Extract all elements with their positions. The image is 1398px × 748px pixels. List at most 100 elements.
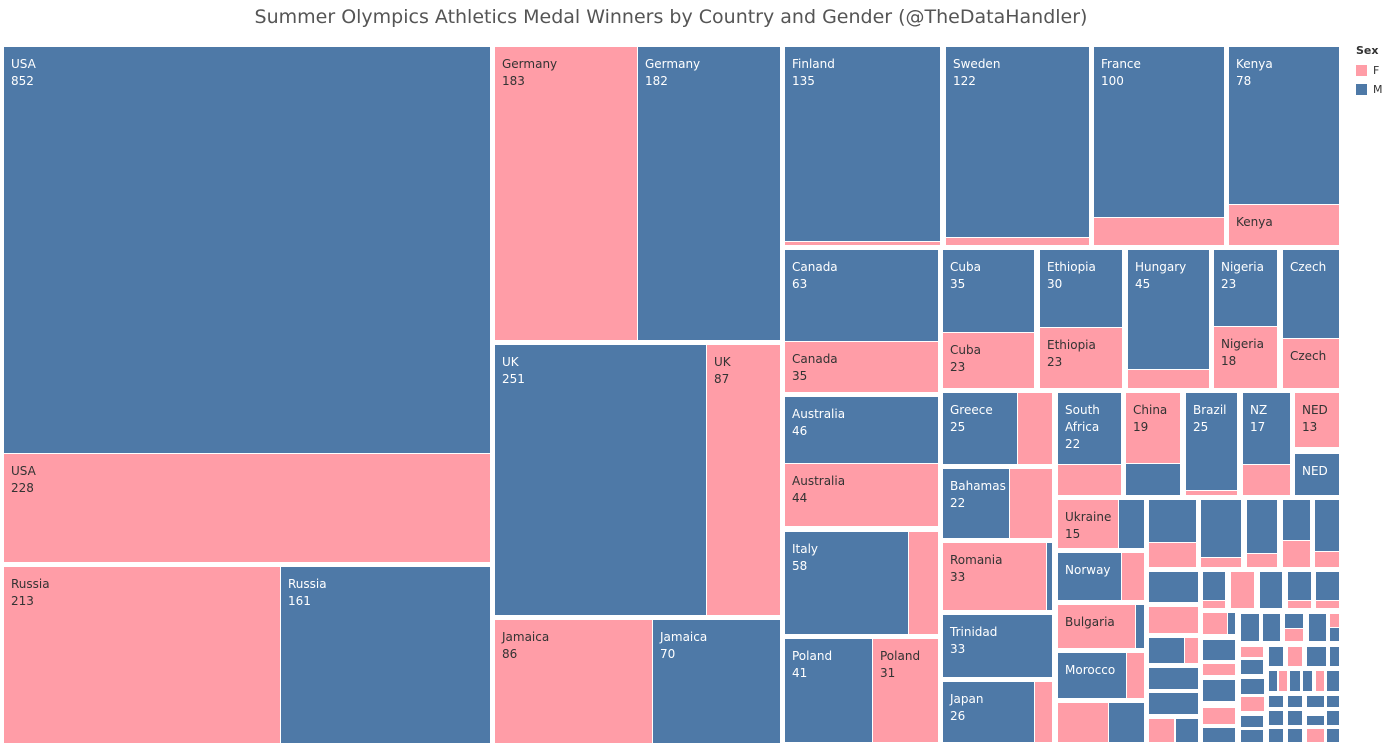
- tile-hungary-m[interactable]: Hungary 45: [1128, 250, 1209, 369]
- tile-nigeria-m[interactable]: Nigeria 23: [1214, 250, 1277, 326]
- tile-small-f-51[interactable]: [1316, 671, 1324, 691]
- tile-ethiopia-f[interactable]: Ethiopia 23: [1040, 328, 1122, 388]
- tile-small-m-33[interactable]: [1203, 640, 1235, 660]
- tile-small-f-34[interactable]: [1203, 664, 1235, 675]
- tile-uk-m[interactable]: UK 251: [495, 345, 706, 615]
- tile-small-m-6[interactable]: [1247, 500, 1277, 553]
- tile-russia-m[interactable]: Russia 161: [281, 567, 490, 743]
- tile-cuba-m[interactable]: Cuba 35: [943, 250, 1034, 332]
- tile-morocco-f[interactable]: [1127, 653, 1144, 698]
- tile-small-m-27[interactable]: [1263, 614, 1280, 641]
- tile-small-m-36[interactable]: [1241, 660, 1263, 674]
- tile-small-f-9[interactable]: [1283, 541, 1310, 567]
- tile-japan-f[interactable]: [1035, 682, 1052, 742]
- tile-small-f-35[interactable]: [1241, 647, 1263, 657]
- tile-small-f-44[interactable]: [1203, 708, 1235, 724]
- tile-small-m-49[interactable]: [1290, 671, 1300, 691]
- tile-small-f-0[interactable]: [1058, 703, 1108, 742]
- tile-small-m-37[interactable]: [1269, 647, 1283, 666]
- tile-sweden-m[interactable]: Sweden 122: [946, 47, 1089, 237]
- tile-small-m-30[interactable]: [1309, 614, 1326, 641]
- tile-poland-m[interactable]: Poland 41: [785, 639, 872, 742]
- tile-small-f-21[interactable]: [1316, 601, 1339, 608]
- tile-small-m-14[interactable]: [1203, 572, 1225, 600]
- tile-kenya-f[interactable]: Kenya: [1229, 205, 1339, 245]
- tile-hungary-f[interactable]: [1128, 370, 1209, 388]
- tile-nz-m[interactable]: NZ 17: [1243, 393, 1290, 464]
- tile-china-f[interactable]: China 19: [1126, 393, 1180, 463]
- tile-greece-m[interactable]: Greece 25: [943, 393, 1017, 464]
- tile-canada-m[interactable]: Canada 63: [785, 250, 938, 341]
- legend-entry-m[interactable]: M: [1356, 80, 1383, 99]
- tile-small-m-10[interactable]: [1315, 500, 1339, 551]
- tile-bahamas-m[interactable]: Bahamas 22: [943, 469, 1009, 538]
- tile-small-f-68[interactable]: [1307, 729, 1324, 742]
- tile-small-m-22[interactable]: [1149, 638, 1184, 663]
- tile-small-m-42[interactable]: [1149, 693, 1198, 714]
- tile-ukraine-m[interactable]: [1119, 500, 1144, 548]
- tile-small-m-41[interactable]: [1149, 668, 1198, 689]
- tile-morocco-m[interactable]: Morocco: [1058, 653, 1126, 698]
- tile-small-m-18[interactable]: [1288, 572, 1311, 600]
- tile-small-f-46[interactable]: [1241, 697, 1264, 711]
- tile-usa-f[interactable]: USA 228: [4, 454, 490, 562]
- tile-canada-f[interactable]: Canada 35: [785, 342, 938, 392]
- tile-small-m-17[interactable]: [1260, 572, 1282, 608]
- tile-bahamas-f[interactable]: [1010, 469, 1052, 538]
- tile-small-m-54[interactable]: [1176, 719, 1198, 742]
- legend-entry-f[interactable]: F: [1356, 61, 1383, 80]
- tile-italy-f[interactable]: [909, 532, 938, 634]
- tile-small-m-8[interactable]: [1283, 500, 1310, 540]
- tile-small-m-63[interactable]: [1288, 711, 1302, 725]
- tile-small-f-11[interactable]: [1315, 552, 1339, 567]
- tile-ukraine-f[interactable]: Ukraine 15: [1058, 500, 1118, 548]
- tile-small-m-60[interactable]: [1307, 696, 1324, 707]
- tile-small-m-40[interactable]: [1330, 647, 1339, 666]
- tile-small-m-55[interactable]: [1203, 728, 1235, 742]
- tile-small-m-43[interactable]: [1203, 680, 1235, 701]
- tile-small-m-67[interactable]: [1288, 729, 1302, 742]
- tile-small-f-5[interactable]: [1201, 558, 1241, 567]
- tile-small-f-19[interactable]: [1288, 601, 1311, 608]
- tile-small-m-20[interactable]: [1316, 572, 1339, 600]
- tile-small-m-32[interactable]: [1330, 628, 1339, 641]
- tile-romania-m[interactable]: [1047, 543, 1052, 610]
- tile-bulgaria-m[interactable]: [1136, 605, 1144, 648]
- tile-australia-m[interactable]: Australia 46: [785, 397, 938, 463]
- tile-uk-f[interactable]: UK 87: [707, 345, 780, 615]
- tile-norway-f[interactable]: [1122, 553, 1144, 600]
- tile-ned-m[interactable]: NED: [1295, 454, 1339, 495]
- tile-china-m[interactable]: [1126, 464, 1180, 495]
- tile-small-f-3[interactable]: [1149, 543, 1196, 567]
- tile-germany-f[interactable]: Germany 183: [495, 47, 637, 340]
- tile-czech-m[interactable]: Czech: [1283, 250, 1339, 338]
- tile-south-africa-f[interactable]: [1058, 465, 1121, 495]
- tile-bulgaria-f[interactable]: Bulgaria: [1058, 605, 1135, 648]
- tile-small-m-58[interactable]: [1269, 696, 1283, 707]
- tile-small-f-53[interactable]: [1149, 719, 1174, 742]
- tile-small-m-62[interactable]: [1269, 711, 1283, 725]
- tile-small-m-26[interactable]: [1241, 614, 1259, 641]
- tile-small-m-47[interactable]: [1269, 671, 1277, 691]
- tile-small-f-15[interactable]: [1203, 601, 1225, 608]
- tile-jamaica-m[interactable]: Jamaica 70: [653, 620, 780, 743]
- tile-small-m-61[interactable]: [1327, 696, 1339, 707]
- tile-brazil-f[interactable]: [1186, 491, 1237, 495]
- tile-brazil-m[interactable]: Brazil 25: [1186, 393, 1237, 490]
- tile-greece-f[interactable]: [1018, 393, 1052, 464]
- tile-small-f-48[interactable]: [1279, 671, 1287, 691]
- tile-small-f-16[interactable]: [1231, 572, 1254, 608]
- tile-czech-f[interactable]: Czech: [1283, 339, 1339, 388]
- tile-romania-f[interactable]: Romania 33: [943, 543, 1046, 610]
- tile-south-africa-m[interactable]: South Africa 22: [1058, 393, 1121, 464]
- tile-small-m-28[interactable]: [1285, 614, 1303, 628]
- tile-small-f-38[interactable]: [1288, 647, 1302, 666]
- tile-usa-m[interactable]: USA 852: [4, 47, 490, 453]
- tile-small-m-1[interactable]: [1109, 703, 1144, 742]
- tile-small-m-4[interactable]: [1201, 500, 1241, 557]
- tile-cuba-f[interactable]: Cuba 23: [943, 333, 1034, 388]
- tile-finland-f[interactable]: [785, 242, 940, 245]
- tile-small-m-66[interactable]: [1269, 729, 1283, 742]
- tile-norway-m[interactable]: Norway: [1058, 553, 1121, 600]
- tile-ethiopia-m[interactable]: Ethiopia 30: [1040, 250, 1122, 327]
